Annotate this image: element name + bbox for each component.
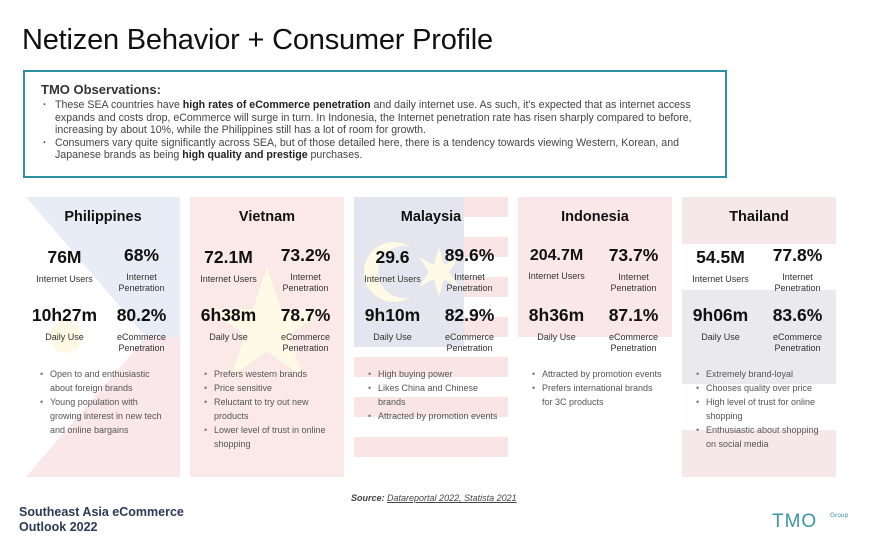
list-item: High buying power [368, 367, 498, 381]
consumer-profile-list: High buying power Likes China and Chines… [354, 367, 508, 423]
ecommerce-penetration-stat: 78.7% eCommerce Penetration [280, 305, 331, 353]
list-item: High level of trust for online shopping [696, 395, 826, 423]
list-item: Reluctant to try out new products [204, 395, 334, 423]
internet-penetration-stat: 68% Internet Penetration [118, 245, 165, 293]
internet-users-stat: 76M Internet Users [36, 247, 93, 284]
consumer-profile-list: Attracted by promotion events Prefers in… [518, 367, 672, 409]
observation-item: These SEA countries have high rates of e… [41, 99, 709, 137]
source-note: Source: Datareportal 2022, Statista 2021 [351, 493, 517, 503]
country-name: Vietnam [238, 209, 296, 225]
list-item: Lower level of trust in online shopping [204, 423, 334, 451]
list-item: Prefers international brands for 3C prod… [532, 381, 662, 409]
internet-users-stat: 29.6 Internet Users [364, 247, 421, 284]
list-item: Likes China and Chinese brands [368, 381, 498, 409]
list-item: Extremely brand-loyal [696, 367, 826, 381]
country-card-thailand: Thailand 54.5M Internet Users 77.8% Intern… [682, 197, 836, 477]
country-name: Malaysia [400, 209, 462, 225]
country-card-philippines: Philippines 76M Internet Users 68% Interne… [26, 197, 180, 477]
consumer-profile-list: Open to and enthusiastic about foreign b… [26, 367, 180, 437]
daily-use-stat: 9h10m Daily Use [364, 305, 421, 342]
country-card-vietnam: Vietnam 72.1M Internet Users 73.2% Interne… [190, 197, 344, 477]
daily-use-stat: 6h38m Daily Use [200, 305, 257, 342]
daily-use-stat: 10h27m Daily Use [31, 305, 98, 342]
observations-list: These SEA countries have high rates of e… [41, 99, 709, 162]
consumer-profile-list: Prefers western brands Price sensitive R… [190, 367, 344, 451]
internet-penetration-stat: 89.6% Internet Penetration [444, 245, 495, 293]
tmo-group-logo: TMO Group [772, 511, 848, 532]
ecommerce-penetration-stat: 87.1% eCommerce Penetration [608, 305, 659, 353]
internet-penetration-stat: 77.8% Internet Penetration [772, 245, 823, 293]
list-item: Open to and enthusiastic about foreign b… [40, 367, 170, 395]
ecommerce-penetration-stat: 82.9% eCommerce Penetration [444, 305, 495, 353]
consumer-profile-list: Extremely brand-loyal Chooses quality ov… [682, 367, 836, 451]
ecommerce-penetration-stat: 83.6% eCommerce Penetration [772, 305, 823, 353]
internet-penetration-stat: 73.2% Internet Penetration [280, 245, 331, 293]
daily-use-stat: 8h36m Daily Use [528, 305, 585, 342]
country-card-malaysia: Malaysia 29.6 Internet Users 89.6% Interne… [354, 197, 508, 477]
observations-heading: TMO Observations: [41, 82, 161, 97]
observations-box: TMO Observations: These SEA countries ha… [23, 70, 727, 178]
list-item: Prefers western brands [204, 367, 334, 381]
internet-penetration-stat: 73.7% Internet Penetration [608, 245, 659, 293]
list-item: Attracted by promotion events [532, 367, 662, 381]
logo-text: TMO [772, 511, 817, 532]
page-title: Netizen Behavior + Consumer Profile [22, 24, 493, 56]
logo-suffix: Group [830, 512, 848, 519]
internet-users-stat: 72.1M Internet Users [200, 247, 257, 284]
list-item: Attracted by promotion events [368, 409, 498, 423]
source-link[interactable]: Datareportal 2022, Statista 2021 [387, 493, 517, 503]
ecommerce-penetration-stat: 80.2% eCommerce Penetration [116, 305, 167, 353]
internet-users-stat: 54.5M Internet Users [692, 247, 749, 284]
country-name: Indonesia [561, 209, 629, 225]
report-title: Southeast Asia eCommerce Outlook 2022 [19, 505, 184, 534]
list-item: Price sensitive [204, 381, 334, 395]
internet-users-stat: 204.7M Internet Users [528, 247, 585, 281]
daily-use-stat: 9h06m Daily Use [692, 305, 749, 342]
country-card-indonesia: Indonesia 204.7M Internet Users 73.7% Inte… [518, 197, 672, 477]
observation-item: Consumers vary quite significantly acros… [41, 137, 709, 162]
country-name: Thailand [729, 209, 789, 225]
country-name: Philippines [64, 209, 142, 225]
list-item: Young population with growing interest i… [40, 395, 170, 437]
list-item: Chooses quality over price [696, 381, 826, 395]
list-item: Enthusiastic about shopping on social me… [696, 423, 826, 451]
